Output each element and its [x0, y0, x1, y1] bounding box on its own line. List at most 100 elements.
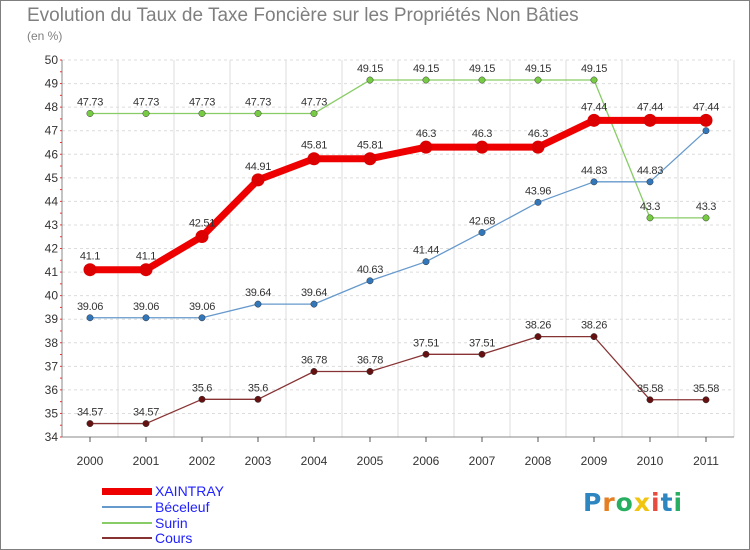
- y-tick-label: 39: [45, 312, 59, 326]
- data-label-xaintray: 46.3: [472, 128, 492, 140]
- data-label-cours: 35.6: [192, 382, 212, 394]
- data-label-beceleuf: 43.96: [525, 185, 551, 197]
- data-point-surin: [534, 76, 542, 84]
- data-point-cours: [422, 350, 430, 358]
- data-label-surin: 49.15: [357, 63, 383, 75]
- data-point-beceleuf: [478, 229, 486, 236]
- data-point-cours: [478, 350, 486, 358]
- data-point-beceleuf: [702, 127, 710, 135]
- data-label-beceleuf: 39.06: [189, 301, 215, 313]
- y-tick-label: 43: [45, 218, 59, 232]
- y-tick-label: 45: [45, 171, 59, 185]
- y-tick-label: 44: [45, 194, 59, 208]
- data-label-xaintray: 47.44: [637, 101, 663, 113]
- data-label-cours: 38.26: [581, 320, 607, 332]
- x-tick-label: 2011: [693, 454, 719, 468]
- brand-logo: Proxiti: [583, 488, 683, 517]
- chart-title: Evolution du Taux de Taxe Foncière sur l…: [27, 5, 579, 26]
- y-tick-label: 36: [45, 383, 59, 397]
- data-point-beceleuf: [422, 258, 430, 266]
- data-label-xaintray: 41.1: [136, 251, 156, 263]
- data-label-surin: 49.15: [469, 63, 495, 75]
- data-point-surin: [702, 214, 710, 222]
- y-tick-label: 49: [45, 77, 59, 91]
- data-point-xaintray: [699, 113, 713, 127]
- data-point-cours: [534, 333, 542, 341]
- data-point-surin: [366, 76, 374, 84]
- data-point-cours: [646, 396, 654, 404]
- x-tick-label: 2004: [301, 454, 328, 468]
- data-label-surin: 43.3: [696, 201, 716, 213]
- legend-swatch-surin: [102, 522, 152, 524]
- data-label-beceleuf: 39.06: [133, 301, 159, 313]
- y-tick-label: 41: [45, 265, 59, 279]
- data-point-surin: [254, 110, 262, 117]
- data-point-surin: [198, 110, 206, 117]
- data-point-beceleuf: [142, 314, 150, 322]
- data-point-beceleuf: [310, 300, 318, 308]
- series-line-cours: [89, 335, 707, 425]
- data-label-xaintray: 46.3: [528, 128, 548, 140]
- x-tick-label: 2000: [77, 454, 104, 468]
- data-label-surin: 49.15: [413, 63, 439, 75]
- data-label-cours: 36.78: [301, 354, 327, 366]
- data-point-xaintray: [307, 152, 321, 166]
- legend-swatch-xaintray: [102, 488, 152, 495]
- data-point-beceleuf: [590, 178, 598, 186]
- data-point-cours: [590, 333, 598, 341]
- x-tick-label: 2002: [189, 454, 216, 468]
- data-point-beceleuf: [86, 314, 94, 322]
- data-point-xaintray: [531, 140, 545, 154]
- data-point-cours: [702, 396, 710, 404]
- y-tick-label: 42: [45, 242, 59, 256]
- data-point-xaintray: [643, 113, 657, 127]
- data-label-beceleuf: 41.44: [413, 245, 439, 257]
- data-label-cours: 35.58: [693, 383, 719, 395]
- y-tick-label: 50: [45, 53, 59, 67]
- data-label-cours: 34.57: [133, 407, 159, 419]
- x-tick-label: 2010: [637, 454, 664, 468]
- x-tick-label: 2006: [413, 454, 440, 468]
- data-label-xaintray: 46.3: [416, 128, 436, 140]
- data-label-surin: 49.15: [581, 63, 607, 75]
- data-point-beceleuf: [198, 314, 206, 322]
- data-point-cours: [142, 420, 150, 428]
- data-point-surin: [142, 110, 150, 117]
- y-tick-label: 46: [45, 147, 59, 161]
- brand-letter: t: [660, 488, 674, 517]
- y-tick-label: 48: [45, 100, 59, 114]
- series-line-xaintray: [86, 116, 710, 274]
- legend-label-xaintray: XAINTRAY: [155, 483, 224, 499]
- data-point-cours: [310, 368, 318, 375]
- data-label-surin: 47.73: [245, 96, 271, 108]
- x-tick-label: 2003: [245, 454, 272, 468]
- brand-letter: P: [583, 488, 603, 517]
- data-point-beceleuf: [366, 277, 374, 285]
- data-point-xaintray: [475, 140, 489, 154]
- data-label-cours: 35.58: [637, 383, 663, 395]
- data-point-beceleuf: [254, 300, 262, 308]
- data-label-xaintray: 41.1: [80, 251, 100, 263]
- data-label-surin: 47.73: [133, 96, 159, 108]
- legend-label-surin: Surin: [155, 515, 188, 531]
- data-point-cours: [86, 420, 94, 428]
- data-point-surin: [422, 76, 430, 84]
- data-label-surin: 43.3: [640, 201, 660, 213]
- brand-letter: r: [602, 488, 616, 517]
- data-point-xaintray: [587, 113, 601, 127]
- data-label-xaintray: 42.51: [189, 217, 215, 229]
- legend-swatch-beceleuf: [102, 506, 152, 508]
- brand-letter: x: [633, 488, 651, 517]
- data-point-xaintray: [363, 152, 377, 166]
- x-tick-label: 2009: [581, 454, 608, 468]
- data-label-cours: 34.57: [77, 407, 103, 419]
- data-label-beceleuf: 42.68: [469, 215, 495, 227]
- y-tick-label: 47: [45, 124, 59, 138]
- y-tick-label: 34: [45, 430, 59, 444]
- data-point-cours: [254, 395, 262, 403]
- data-point-surin: [646, 214, 654, 222]
- legend-swatch-cours: [102, 537, 152, 539]
- data-point-surin: [478, 76, 486, 84]
